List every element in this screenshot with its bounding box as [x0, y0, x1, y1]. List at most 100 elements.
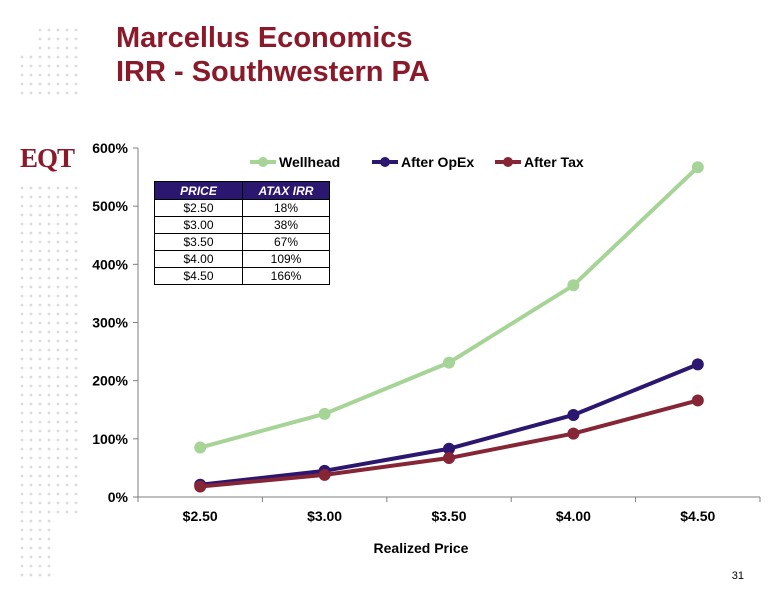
decor-dot — [47, 384, 51, 388]
decor-dot — [56, 393, 60, 397]
decor-dot — [47, 240, 51, 244]
page-subtitle: IRR - Southwestern PA — [116, 56, 430, 88]
decor-dot — [20, 474, 24, 478]
legend-label-after-opex: After OpEx — [401, 154, 474, 170]
decor-dot — [38, 294, 42, 298]
decor-dot — [29, 393, 33, 397]
decor-dot — [20, 537, 24, 541]
decor-dot — [20, 393, 24, 397]
series-wellhead — [194, 161, 704, 454]
decor-dot — [47, 528, 51, 532]
decor-dot — [47, 186, 51, 190]
decor-dot — [38, 339, 42, 343]
table-row: $3.50 67% — [154, 233, 330, 251]
decor-dot — [47, 447, 51, 451]
decor-dot — [65, 267, 69, 271]
decor-dot — [65, 91, 69, 95]
decor-dot — [38, 546, 42, 550]
data-point-wellhead — [318, 407, 331, 420]
decor-dot — [20, 447, 24, 451]
decor-dot — [65, 82, 69, 86]
decor-dot — [74, 501, 78, 505]
legend-item-after-opex: After OpEx — [372, 154, 474, 170]
decor-dot — [65, 393, 69, 397]
decor-dot — [74, 55, 78, 59]
decor-dot — [20, 438, 24, 442]
decor-dot — [74, 420, 78, 424]
decor-dot — [20, 429, 24, 433]
decor-dot — [47, 231, 51, 235]
decor-dot — [56, 37, 60, 41]
decor-dot — [56, 276, 60, 280]
decor-dot — [47, 348, 51, 352]
data-point-after-tax — [318, 468, 331, 481]
decor-dot — [38, 519, 42, 523]
decor-dot — [20, 357, 24, 361]
decor-dot — [56, 186, 60, 190]
decor-dot — [74, 366, 78, 370]
decor-dot — [38, 213, 42, 217]
decor-dot — [47, 501, 51, 505]
decor-dot — [38, 28, 42, 32]
data-point-after-tax — [194, 480, 207, 493]
decor-dot — [38, 537, 42, 541]
decor-dot — [20, 321, 24, 325]
decor-dot — [29, 55, 33, 59]
decor-dot — [74, 258, 78, 262]
data-point-after-tax — [567, 427, 580, 440]
decor-dot — [56, 357, 60, 361]
decor-dot — [65, 375, 69, 379]
decor-dot — [38, 411, 42, 415]
decor-dot — [29, 447, 33, 451]
decor-dot — [29, 483, 33, 487]
decor-dot — [65, 28, 69, 32]
x-axis-tick-labels: $2.50 $3.00 $3.50 $4.00 $4.50 — [183, 508, 716, 524]
decor-dot — [20, 555, 24, 559]
decor-dot — [20, 267, 24, 271]
decor-dot — [74, 357, 78, 361]
y-tick-label: 300% — [92, 315, 128, 331]
decor-dot — [29, 339, 33, 343]
decor-dot — [74, 37, 78, 41]
decor-dot — [29, 438, 33, 442]
table-cell-irr: 67% — [242, 233, 330, 251]
decor-dot — [56, 91, 60, 95]
table-header-atax-irr: ATAX IRR — [242, 181, 330, 200]
decor-dot — [65, 339, 69, 343]
decor-dot — [29, 276, 33, 280]
decor-dot — [65, 55, 69, 59]
table-row: $4.00 109% — [154, 250, 330, 268]
decor-dot — [29, 64, 33, 68]
decor-dot — [74, 285, 78, 289]
decor-dot — [74, 46, 78, 50]
decor-dot — [20, 222, 24, 226]
decor-dot — [38, 510, 42, 514]
decor-dot — [38, 267, 42, 271]
decor-dot — [47, 330, 51, 334]
decor-dot — [65, 492, 69, 496]
decor-dot — [74, 195, 78, 199]
table-cell-price: $2.50 — [154, 199, 243, 217]
table-cell-irr: 166% — [242, 267, 330, 285]
decor-dot — [29, 402, 33, 406]
decor-dot — [20, 573, 24, 577]
decor-dot — [38, 393, 42, 397]
decor-dot — [38, 492, 42, 496]
decor-dot — [20, 501, 24, 505]
decor-dot — [65, 195, 69, 199]
decor-dot — [56, 447, 60, 451]
decor-dot — [65, 474, 69, 478]
decor-dot — [74, 240, 78, 244]
decor-dot — [47, 213, 51, 217]
decor-dot — [29, 492, 33, 496]
decor-dot — [20, 91, 24, 95]
decor-dot — [74, 411, 78, 415]
decor-dot — [65, 240, 69, 244]
decor-dot — [56, 366, 60, 370]
decor-dot — [47, 222, 51, 226]
decor-dot — [65, 258, 69, 262]
decor-dot — [29, 546, 33, 550]
decor-dot — [29, 195, 33, 199]
decor-dot — [65, 483, 69, 487]
